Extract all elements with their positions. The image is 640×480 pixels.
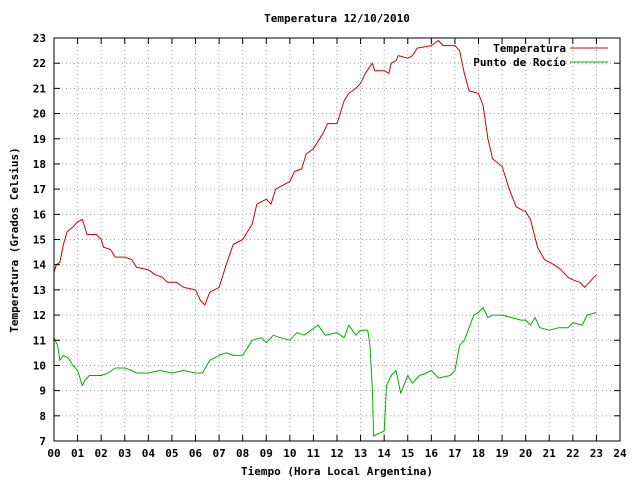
x-tick-label: 16 — [425, 447, 439, 460]
legend-label-temperatura: Temperatura — [493, 42, 566, 55]
series-line-temperatura — [53, 40, 597, 306]
y-tick-label: 19 — [33, 133, 46, 146]
y-tick-label: 23 — [33, 32, 46, 45]
y-tick-label: 15 — [33, 234, 46, 247]
y-tick-label: 14 — [33, 259, 47, 272]
x-tick-label: 07 — [212, 447, 225, 460]
series-layer — [53, 40, 597, 437]
y-tick-label: 7 — [39, 435, 46, 448]
x-tick-label: 19 — [495, 447, 508, 460]
x-tick-label: 05 — [165, 447, 178, 460]
x-tick-label: 23 — [590, 447, 603, 460]
x-tick-label: 02 — [95, 447, 108, 460]
x-tick-label: 15 — [401, 447, 414, 460]
y-tick-label: 22 — [33, 57, 46, 70]
ticks: 7 8 9 10 11 12 13 14 15 16 17 18 19 20 21 22 23 00 01 02 03 0… — [33, 32, 627, 460]
y-tick-label: 10 — [33, 359, 46, 372]
x-tick-label: 10 — [283, 447, 296, 460]
x-tick-label: 11 — [307, 447, 321, 460]
y-tick-label: 11 — [33, 334, 47, 347]
y-tick-label: 17 — [33, 183, 46, 196]
y-tick-label: 20 — [33, 108, 46, 121]
legend: Temperatura Punto de Rocío — [473, 42, 608, 69]
x-tick-label: 12 — [330, 447, 343, 460]
x-tick-label: 14 — [378, 447, 392, 460]
x-tick-label: 03 — [118, 447, 131, 460]
x-tick-label: 06 — [189, 447, 203, 460]
x-tick-label: 04 — [142, 447, 156, 460]
y-tick-label: 12 — [33, 309, 46, 322]
x-tick-label: 00 — [47, 447, 60, 460]
series-line-punto-de-rocio — [53, 307, 597, 437]
y-tick-label: 21 — [33, 82, 47, 95]
x-axis-label: Tiempo (Hora Local Argentina) — [241, 465, 433, 478]
x-tick-label: 17 — [448, 447, 461, 460]
y-tick-label: 13 — [33, 284, 46, 297]
y-tick-label: 18 — [33, 158, 46, 171]
x-tick-label: 13 — [354, 447, 367, 460]
x-tick-label: 08 — [236, 447, 249, 460]
chart-title: Temperatura 12/10/2010 — [264, 12, 410, 25]
legend-label-punto-de-rocio: Punto de Rocío — [473, 56, 566, 69]
y-tick-label: 8 — [39, 410, 46, 423]
x-tick-label: 22 — [566, 447, 579, 460]
x-tick-label: 01 — [71, 447, 85, 460]
x-tick-label: 20 — [519, 447, 532, 460]
x-tick-label: 21 — [543, 447, 557, 460]
y-axis-label: Temperatura (Grados Celsius) — [8, 147, 21, 332]
x-tick-label: 18 — [472, 447, 485, 460]
y-tick-label: 9 — [39, 385, 46, 398]
x-tick-label: 09 — [260, 447, 273, 460]
x-tick-label: 24 — [613, 447, 627, 460]
y-tick-label: 16 — [33, 208, 47, 221]
